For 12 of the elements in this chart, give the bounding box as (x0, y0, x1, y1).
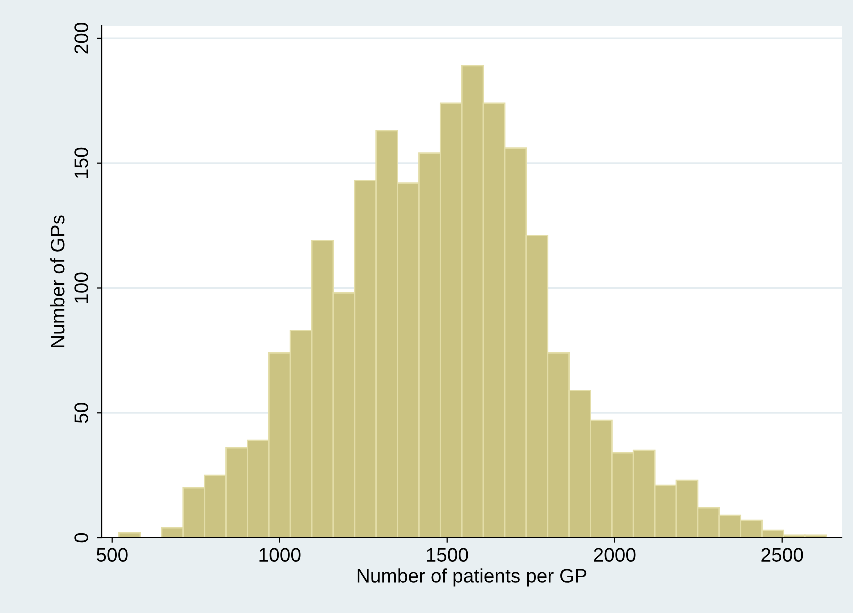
y-axis-title: Number of GPs (50, 216, 65, 348)
y-tick-label: 0 (74, 533, 88, 543)
x-tick-label: 2500 (762, 548, 804, 562)
x-tick-label: 2000 (594, 548, 636, 562)
y-tick-label: 200 (74, 23, 88, 54)
y-tick-label: 50 (74, 403, 88, 424)
y-tick-label: 100 (74, 272, 88, 303)
x-axis-title: Number of patients per GP (358, 568, 587, 587)
y-tick-label: 150 (74, 148, 88, 178)
x-tick-label: 500 (96, 548, 128, 562)
x-tick-label: 1000 (260, 548, 301, 562)
x-tick-label: 1500 (427, 548, 468, 562)
